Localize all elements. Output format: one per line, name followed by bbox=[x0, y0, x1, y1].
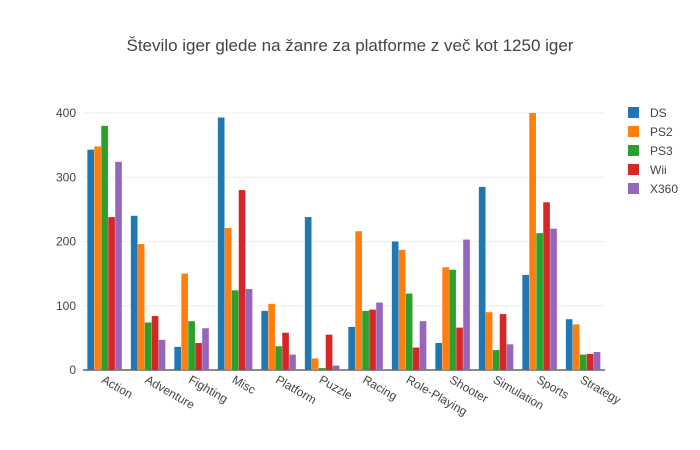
legend-label: Wii bbox=[650, 163, 667, 177]
bar[interactable] bbox=[579, 354, 587, 370]
bar[interactable] bbox=[485, 312, 493, 370]
bar[interactable] bbox=[522, 274, 530, 370]
bar[interactable] bbox=[137, 244, 145, 370]
legend-label: PS2 bbox=[650, 125, 673, 139]
bar[interactable] bbox=[311, 358, 319, 370]
bar[interactable] bbox=[261, 310, 269, 370]
legend: DS PS2 PS3 Wii X360 bbox=[628, 106, 678, 196]
gridlines bbox=[83, 112, 605, 371]
series-wii bbox=[108, 190, 594, 370]
bar[interactable] bbox=[108, 217, 115, 370]
bar[interactable] bbox=[499, 314, 507, 370]
bar[interactable] bbox=[289, 354, 296, 370]
bar[interactable] bbox=[550, 228, 557, 370]
series-ps2 bbox=[94, 113, 580, 370]
bar[interactable] bbox=[435, 343, 443, 370]
bar[interactable] bbox=[144, 322, 152, 370]
x-tick-label: Puzzle bbox=[317, 372, 355, 402]
x-tick-label: Racing bbox=[360, 372, 399, 403]
bar[interactable] bbox=[398, 249, 406, 370]
bar[interactable] bbox=[304, 217, 312, 370]
bar[interactable] bbox=[87, 149, 95, 370]
bar[interactable] bbox=[158, 339, 166, 370]
legend-item-ps2[interactable]: PS2 bbox=[628, 125, 673, 139]
bar[interactable] bbox=[202, 328, 209, 370]
bar[interactable] bbox=[492, 350, 500, 370]
bar[interactable] bbox=[369, 309, 376, 370]
bar[interactable] bbox=[478, 186, 486, 370]
bar[interactable] bbox=[318, 368, 326, 370]
bar[interactable] bbox=[362, 310, 369, 370]
bar[interactable] bbox=[348, 326, 356, 370]
legend-label: PS3 bbox=[650, 144, 673, 158]
series-ps3 bbox=[101, 125, 587, 370]
legend-label: X360 bbox=[650, 182, 678, 196]
bar[interactable] bbox=[151, 316, 159, 370]
bar[interactable] bbox=[130, 215, 138, 370]
bar[interactable] bbox=[565, 319, 573, 370]
bar[interactable] bbox=[245, 289, 253, 370]
bar[interactable] bbox=[536, 233, 543, 370]
legend-item-x360[interactable]: X360 bbox=[628, 182, 678, 196]
bar[interactable] bbox=[101, 125, 108, 370]
bar[interactable] bbox=[463, 239, 470, 370]
y-tick-label: 200 bbox=[56, 235, 76, 249]
bar[interactable] bbox=[405, 293, 413, 370]
bar[interactable] bbox=[217, 117, 225, 370]
series-ds bbox=[87, 117, 573, 371]
chart-title: Število iger glede na žanre za platforme… bbox=[127, 36, 574, 55]
bar[interactable] bbox=[275, 346, 282, 370]
bar[interactable] bbox=[529, 113, 536, 370]
y-tick-label: 100 bbox=[56, 299, 76, 313]
bar[interactable] bbox=[188, 321, 195, 370]
y-tick-label: 300 bbox=[56, 170, 76, 184]
bar[interactable] bbox=[456, 327, 463, 370]
bar[interactable] bbox=[282, 332, 289, 370]
bar[interactable] bbox=[174, 346, 182, 370]
bar[interactable] bbox=[325, 334, 333, 370]
legend-swatch bbox=[628, 126, 639, 137]
bar[interactable] bbox=[115, 161, 122, 370]
legend-swatch bbox=[628, 183, 639, 194]
bar[interactable] bbox=[419, 321, 427, 370]
y-tick-label: 0 bbox=[69, 363, 76, 377]
y-axis-ticks: 0 100 200 300 400 bbox=[56, 106, 76, 377]
bar[interactable] bbox=[231, 290, 239, 370]
bar[interactable] bbox=[94, 146, 101, 370]
bar[interactable] bbox=[238, 190, 246, 370]
legend-item-wii[interactable]: Wii bbox=[628, 163, 667, 177]
bar[interactable] bbox=[391, 241, 399, 371]
legend-label: DS bbox=[650, 106, 667, 120]
bars bbox=[87, 113, 601, 371]
bar[interactable] bbox=[442, 267, 449, 370]
x-tick-label: Action bbox=[99, 372, 135, 401]
y-tick-label: 400 bbox=[56, 106, 76, 120]
bar[interactable] bbox=[181, 273, 188, 370]
series-x360 bbox=[115, 161, 601, 370]
bar[interactable] bbox=[268, 303, 275, 370]
legend-swatch bbox=[628, 107, 639, 118]
bar[interactable] bbox=[543, 202, 550, 370]
bar[interactable] bbox=[332, 365, 340, 370]
bar[interactable] bbox=[506, 344, 514, 370]
x-tick-label: Strategy bbox=[578, 372, 624, 406]
x-tick-label: Platform bbox=[273, 372, 319, 406]
bar[interactable] bbox=[412, 347, 420, 370]
bar[interactable] bbox=[593, 352, 601, 370]
x-tick-label: Misc bbox=[230, 372, 258, 396]
bar[interactable] bbox=[449, 269, 456, 370]
bar[interactable] bbox=[376, 302, 383, 370]
bar[interactable] bbox=[572, 324, 580, 370]
legend-swatch bbox=[628, 164, 639, 175]
legend-item-ds[interactable]: DS bbox=[628, 106, 667, 120]
legend-item-ps3[interactable]: PS3 bbox=[628, 144, 673, 158]
bar[interactable] bbox=[224, 228, 232, 370]
bar[interactable] bbox=[355, 231, 362, 370]
bar[interactable] bbox=[586, 353, 594, 370]
bar[interactable] bbox=[195, 343, 202, 370]
legend-swatch bbox=[628, 145, 639, 156]
